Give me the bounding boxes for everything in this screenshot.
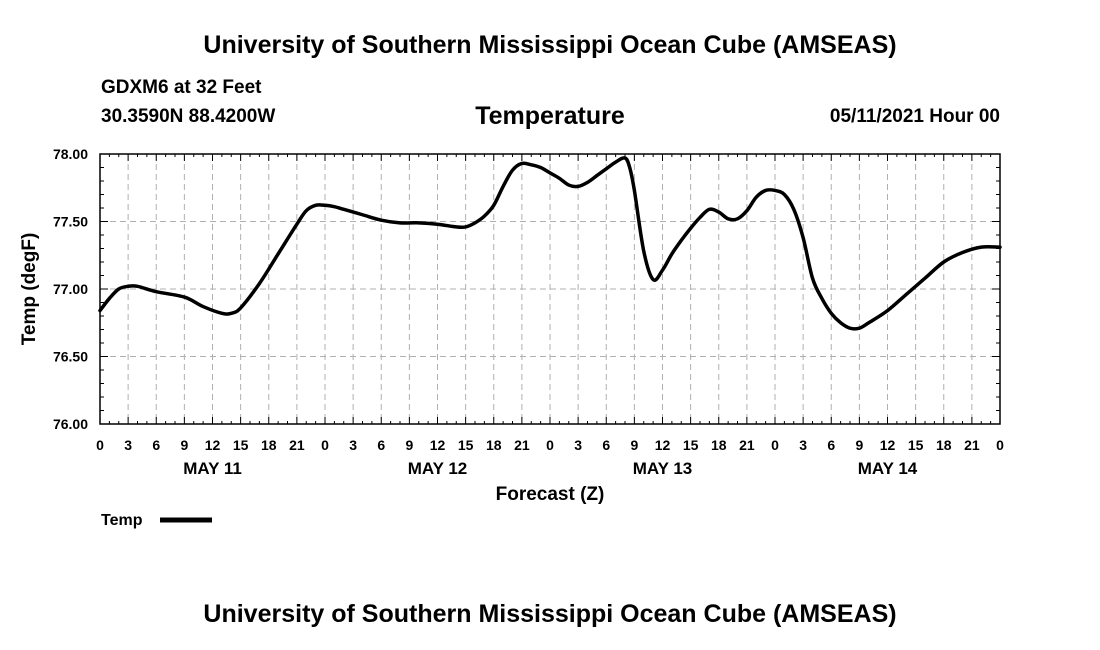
x-tick-label: 21 (964, 437, 980, 453)
day-label: MAY 12 (408, 459, 468, 478)
x-tick-label: 9 (855, 437, 863, 453)
y-axis-label: Temp (degF) (19, 233, 40, 346)
x-tick-label: 21 (739, 437, 755, 453)
x-tick-label: 9 (630, 437, 638, 453)
y-tick-label: 76.00 (53, 416, 88, 432)
day-label: MAY 14 (858, 459, 918, 478)
grid-lines (100, 154, 1000, 424)
x-tick-label: 6 (377, 437, 385, 453)
x-tick-label: 3 (349, 437, 357, 453)
x-tick-label: 9 (405, 437, 413, 453)
y-tick-label: 78.00 (53, 146, 88, 162)
x-tick-label: 6 (152, 437, 160, 453)
y-tick-label: 77.00 (53, 281, 88, 297)
x-tick-label: 18 (936, 437, 952, 453)
x-tick-label: 3 (124, 437, 132, 453)
x-tick-label: 9 (180, 437, 188, 453)
axis-ticks (99, 153, 1001, 425)
x-tick-label: 0 (996, 437, 1004, 453)
axis-labels: 0 3 6 9 12 15 18 21 0 3 6 9 12 15 18 21 0 3 6 9 12 15 18 21 0 3 6 9… (53, 146, 1004, 478)
x-tick-label: 15 (458, 437, 474, 453)
x-tick-label: 6 (827, 437, 835, 453)
chart-title: Temperature (475, 102, 625, 130)
x-tick-label: 18 (261, 437, 277, 453)
x-tick-label: 15 (683, 437, 699, 453)
station-label: GDXM6 at 32 Feet (101, 77, 262, 98)
x-tick-label: 12 (430, 437, 446, 453)
x-tick-label: 21 (289, 437, 305, 453)
x-tick-label: 18 (711, 437, 727, 453)
datetime-label: 05/11/2021 Hour 00 (829, 106, 1000, 127)
x-tick-label: 0 (96, 437, 104, 453)
x-tick-label: 18 (486, 437, 502, 453)
temp-series-line (98, 156, 1002, 331)
x-tick-label: 12 (205, 437, 221, 453)
x-tick-label: 0 (771, 437, 779, 453)
day-label: MAY 13 (633, 459, 693, 478)
x-tick-label: 12 (880, 437, 896, 453)
x-tick-label: 0 (321, 437, 329, 453)
x-tick-label: 6 (602, 437, 610, 453)
x-tick-label: 3 (574, 437, 582, 453)
x-tick-label: 12 (655, 437, 671, 453)
y-tick-label: 76.50 (53, 349, 88, 365)
x-axis-label: Forecast (Z) (496, 484, 605, 505)
x-tick-label: 0 (546, 437, 554, 453)
y-tick-label: 77.50 (53, 214, 88, 230)
footer-title: University of Southern Mississippi Ocean… (203, 600, 897, 628)
legend-label: Temp (101, 512, 143, 529)
x-tick-label: 15 (233, 437, 249, 453)
coordinates-label: 30.3590N 88.4200W (101, 106, 276, 127)
x-tick-label: 15 (908, 437, 924, 453)
x-tick-label: 3 (799, 437, 807, 453)
day-label: MAY 11 (183, 459, 242, 478)
main-title: University of Southern Mississippi Ocean… (203, 31, 897, 59)
x-tick-label: 21 (514, 437, 530, 453)
